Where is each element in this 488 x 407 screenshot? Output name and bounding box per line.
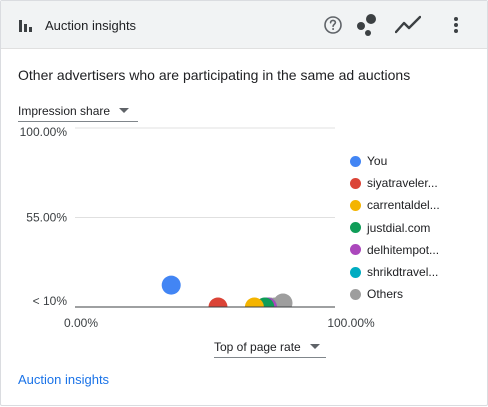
legend-label: siyatraveler...: [367, 176, 438, 191]
trend-line-icon: [395, 15, 421, 34]
data-point[interactable]: [244, 297, 264, 317]
x-metric-select[interactable]: Top of page rate: [214, 336, 326, 358]
y-tick-label: 55.00%: [26, 211, 67, 225]
y-axis-labels: 100.00% 55.00% < 10%: [20, 125, 68, 308]
card-subtitle: Other advertisers who are participating …: [18, 67, 411, 83]
auction-insights-link[interactable]: Auction insights: [18, 372, 110, 387]
card-header: Auction insights: [1, 1, 487, 49]
dropdown-arrow-icon: [119, 108, 130, 113]
legend-swatch: [350, 266, 361, 278]
legend-swatch: [350, 177, 361, 189]
x-axis-labels: 0.00% 100.00%: [64, 316, 375, 330]
legend-label: carrentaldel...: [367, 198, 440, 213]
chart-gridlines: [75, 127, 335, 218]
help-button[interactable]: [319, 11, 347, 39]
legend-item[interactable]: You: [350, 150, 440, 172]
x-metric-value: Top of page rate: [214, 339, 301, 354]
legend-label: delhitempot...: [367, 242, 440, 257]
bar-chart-icon: [19, 20, 32, 32]
more-vert-icon: [454, 17, 458, 33]
help-icon: [324, 16, 342, 34]
legend-label: You: [367, 154, 388, 169]
legend-swatch: [350, 288, 361, 300]
legend-item[interactable]: Others: [350, 283, 440, 305]
trend-line-button[interactable]: [394, 11, 422, 39]
legend-swatch: [350, 155, 361, 167]
legend-swatch: [350, 244, 361, 256]
legend-label: Others: [367, 287, 404, 302]
dropdown-arrow-icon: [309, 344, 320, 349]
bubble-chart-icon: [357, 14, 376, 36]
legend-label: justdial.com: [367, 220, 431, 235]
chart-points: [161, 275, 293, 317]
data-point[interactable]: [161, 275, 181, 295]
x-tick-label: 100.00%: [327, 316, 375, 330]
x-tick-label: 0.00%: [64, 316, 98, 330]
legend-item[interactable]: delhitempot...: [350, 239, 440, 261]
legend-item[interactable]: carrentaldel...: [350, 194, 440, 216]
card-title: Auction insights: [45, 18, 137, 33]
legend-label: shrikdtravel...: [367, 265, 439, 280]
y-tick-label: 100.00%: [20, 125, 68, 139]
more-options-button[interactable]: [442, 11, 470, 39]
y-metric-select[interactable]: Impression share: [18, 100, 138, 122]
y-tick-label: < 10%: [33, 294, 68, 308]
data-point[interactable]: [208, 297, 228, 317]
bubble-chart-button[interactable]: [352, 11, 380, 39]
y-metric-value: Impression share: [18, 103, 111, 118]
chart-legend: You siyatraveler... carrentaldel... justdia…: [350, 150, 440, 305]
legend-swatch: [350, 199, 361, 211]
legend-item[interactable]: shrikdtravel...: [350, 261, 440, 283]
legend-item[interactable]: justdial.com: [350, 217, 440, 239]
legend-item[interactable]: siyatraveler...: [350, 172, 440, 194]
legend-swatch: [350, 222, 361, 234]
